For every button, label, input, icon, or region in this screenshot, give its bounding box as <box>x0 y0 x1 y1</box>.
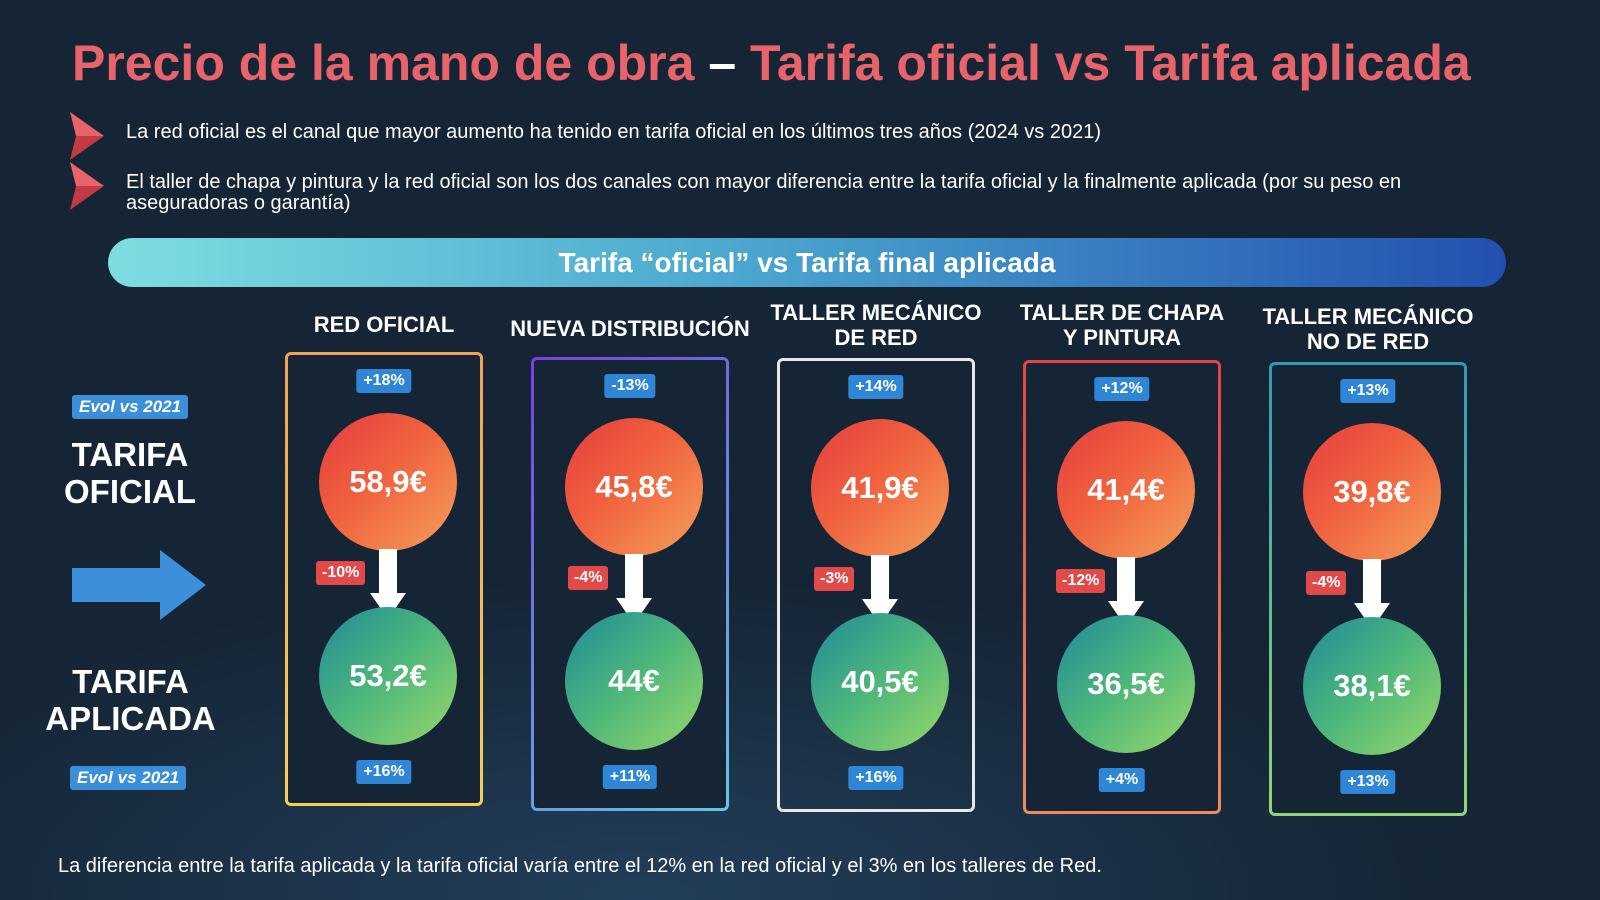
difference-chip: -4% <box>1306 571 1347 595</box>
evol-official-chip: -13% <box>604 374 656 398</box>
official-rate-circle: 39,8€ <box>1303 423 1441 561</box>
channel-card: +13% 39,8€ -4% 38,1€ +13% <box>1269 362 1467 816</box>
right-arrow-icon <box>72 550 206 620</box>
evol-official-chip: +18% <box>356 369 412 393</box>
evol-applied-chip: +11% <box>602 765 658 789</box>
title-part1: Precio de la mano de obra <box>72 35 695 91</box>
bullet-2: El taller de chapa y pintura y la red of… <box>70 162 1526 214</box>
official-label-line2: OFICIAL <box>64 473 196 510</box>
down-arrow-icon <box>370 549 406 619</box>
bullet-text-1: La red oficial es el canal que mayor aum… <box>126 121 1101 143</box>
column-title-line: TALLER MECÁNICO <box>1262 304 1474 329</box>
official-rate-circle: 58,9€ <box>319 413 457 551</box>
bullet-1: La red oficial es el canal que mayor aum… <box>70 112 1101 160</box>
channel-card: +12% 41,4€ -12% 36,5€ +4% <box>1023 360 1221 814</box>
column-title-line: NO DE RED <box>1306 329 1430 354</box>
evol-badge-top: Evol vs 2021 <box>72 395 189 419</box>
evol-official-chip: +13% <box>1340 379 1396 403</box>
column-title-line: Y PINTURA <box>1062 325 1182 350</box>
evol-badge-bottom: Evol vs 2021 <box>70 766 187 790</box>
official-rate-circle: 41,4€ <box>1057 421 1195 559</box>
applied-rate-circle: 38,1€ <box>1303 617 1441 755</box>
column-title-line: TALLER DE CHAPA <box>1019 300 1225 325</box>
bullet-text-2: El taller de chapa y pintura y la red of… <box>126 171 1402 214</box>
evol-official-chip: +14% <box>848 375 904 399</box>
official-rate-label: TARIFA OFICIAL <box>40 436 220 510</box>
applied-rate-circle: 36,5€ <box>1057 615 1195 753</box>
applied-rate-circle: 53,2€ <box>319 607 457 745</box>
evol-applied-chip: +4% <box>1098 768 1146 792</box>
difference-chip: -3% <box>814 567 855 591</box>
page-title: Precio de la mano de obra – Tarifa ofici… <box>72 34 1471 92</box>
applied-label-line1: TARIFA <box>72 663 189 700</box>
column-title: NUEVA DISTRIBUCIÓN <box>510 316 750 341</box>
down-arrow-icon <box>862 555 898 625</box>
applied-rate-circle: 44€ <box>565 612 703 750</box>
difference-chip: -10% <box>316 561 366 585</box>
section-banner: Tarifa “oficial” vs Tarifa final aplicad… <box>108 238 1506 287</box>
bullet-arrow-icon <box>70 162 104 210</box>
applied-rate-label: TARIFA APLICADA <box>38 663 223 737</box>
down-arrow-icon <box>616 554 652 624</box>
official-rate-circle: 45,8€ <box>565 418 703 556</box>
column-title-line: DE RED <box>834 325 918 350</box>
official-rate-circle: 41,9€ <box>811 419 949 557</box>
bullet-arrow-icon <box>70 112 104 160</box>
evol-official-chip: +12% <box>1094 377 1150 401</box>
column-title: TALLER MECÁNICO DE RED <box>756 300 996 350</box>
channel-card: +14% 41,9€ -3% 40,5€ +16% <box>777 358 975 812</box>
evol-applied-chip: +13% <box>1340 770 1396 794</box>
footer-note: La diferencia entre la tarifa aplicada y… <box>58 855 1102 877</box>
applied-label-line2: APLICADA <box>45 700 216 737</box>
column-title-line: TALLER MECÁNICO <box>770 300 982 325</box>
evol-applied-chip: +16% <box>356 760 412 784</box>
column-title: TALLER MECÁNICO NO DE RED <box>1248 304 1488 354</box>
title-separator: – <box>694 35 751 91</box>
column-title: RED OFICIAL <box>264 312 504 337</box>
down-arrow-icon <box>1354 559 1390 629</box>
title-part2: Tarifa oficial vs Tarifa aplicada <box>750 35 1471 91</box>
channel-card: +18% 58,9€ -10% 53,2€ +16% <box>285 352 483 806</box>
down-arrow-icon <box>1108 557 1144 627</box>
official-label-line1: TARIFA <box>71 436 189 473</box>
column-title-line: RED OFICIAL <box>313 312 455 337</box>
evol-applied-chip: +16% <box>848 766 904 790</box>
difference-chip: -4% <box>568 566 609 590</box>
channel-card: -13% 45,8€ -4% 44€ +11% <box>531 357 729 811</box>
column-title-line: NUEVA DISTRIBUCIÓN <box>510 316 750 341</box>
difference-chip: -12% <box>1056 569 1106 593</box>
applied-rate-circle: 40,5€ <box>811 613 949 751</box>
column-title: TALLER DE CHAPA Y PINTURA <box>1002 300 1242 350</box>
